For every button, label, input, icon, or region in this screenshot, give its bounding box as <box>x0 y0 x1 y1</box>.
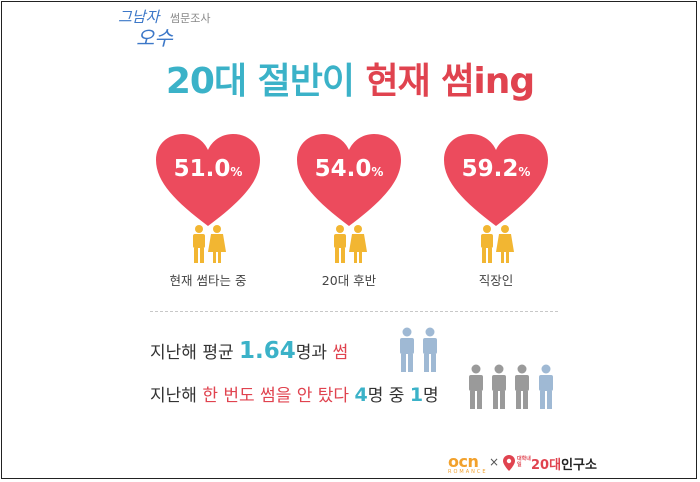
stat-percentage: 51.0% <box>173 156 243 182</box>
title-part-2: 현재 썸ing <box>365 61 536 102</box>
section-divider <box>150 311 558 312</box>
ocn-logo: ocn <box>448 452 479 471</box>
four-people-icon <box>469 364 553 409</box>
couple-icon <box>193 225 226 263</box>
collab-times: × <box>489 455 500 469</box>
stat-percentage: 54.0% <box>314 156 384 182</box>
logo-subtitle: 썸문조사 <box>170 12 211 25</box>
stat-label: 20대 후반 <box>321 273 377 288</box>
location-pin-icon <box>503 455 515 471</box>
ratio-number-2: 1 <box>409 384 424 406</box>
stat-label: 직장인 <box>478 273 514 288</box>
heart-icon <box>444 134 548 226</box>
ratio-number-1: 4 <box>354 384 368 406</box>
logo-script-top: 그남자 <box>118 8 160 26</box>
brand-prefix: 대학내일 <box>517 456 531 468</box>
stat-card: 51.0% 현재 썸타는 중 <box>148 132 268 292</box>
couple-icon <box>481 225 514 263</box>
title-part-1: 20대 절반이 <box>165 61 355 102</box>
stat-label: 현재 썸타는 중 <box>169 273 247 288</box>
ocn-logo-sub: ROMANCE <box>448 469 488 475</box>
couple-icon <box>334 225 367 263</box>
average-number: 1.64 <box>239 338 296 364</box>
heart-icon <box>156 134 260 226</box>
research-institute-logo: 20대인구소 <box>531 458 597 473</box>
fact-never-some: 지난해 한 번도 썸을 안 탔다 4명 중 1명 <box>150 384 439 406</box>
stat-card: 59.2% 직장인 <box>436 132 556 292</box>
page-title: 20대 절반이 현재 썸ing <box>0 52 700 104</box>
logo-script-bottom: 오수 <box>136 26 173 50</box>
two-people-icon <box>400 327 437 372</box>
fact-average-partners: 지난해 평균 1.64명과 썸 <box>150 338 349 364</box>
program-logo: 그남자 오수 썸문조사 <box>118 6 238 50</box>
stat-card: 54.0% 20대 후반 <box>289 132 409 292</box>
stat-percentage: 59.2% <box>461 156 531 182</box>
heart-icon <box>297 134 401 226</box>
